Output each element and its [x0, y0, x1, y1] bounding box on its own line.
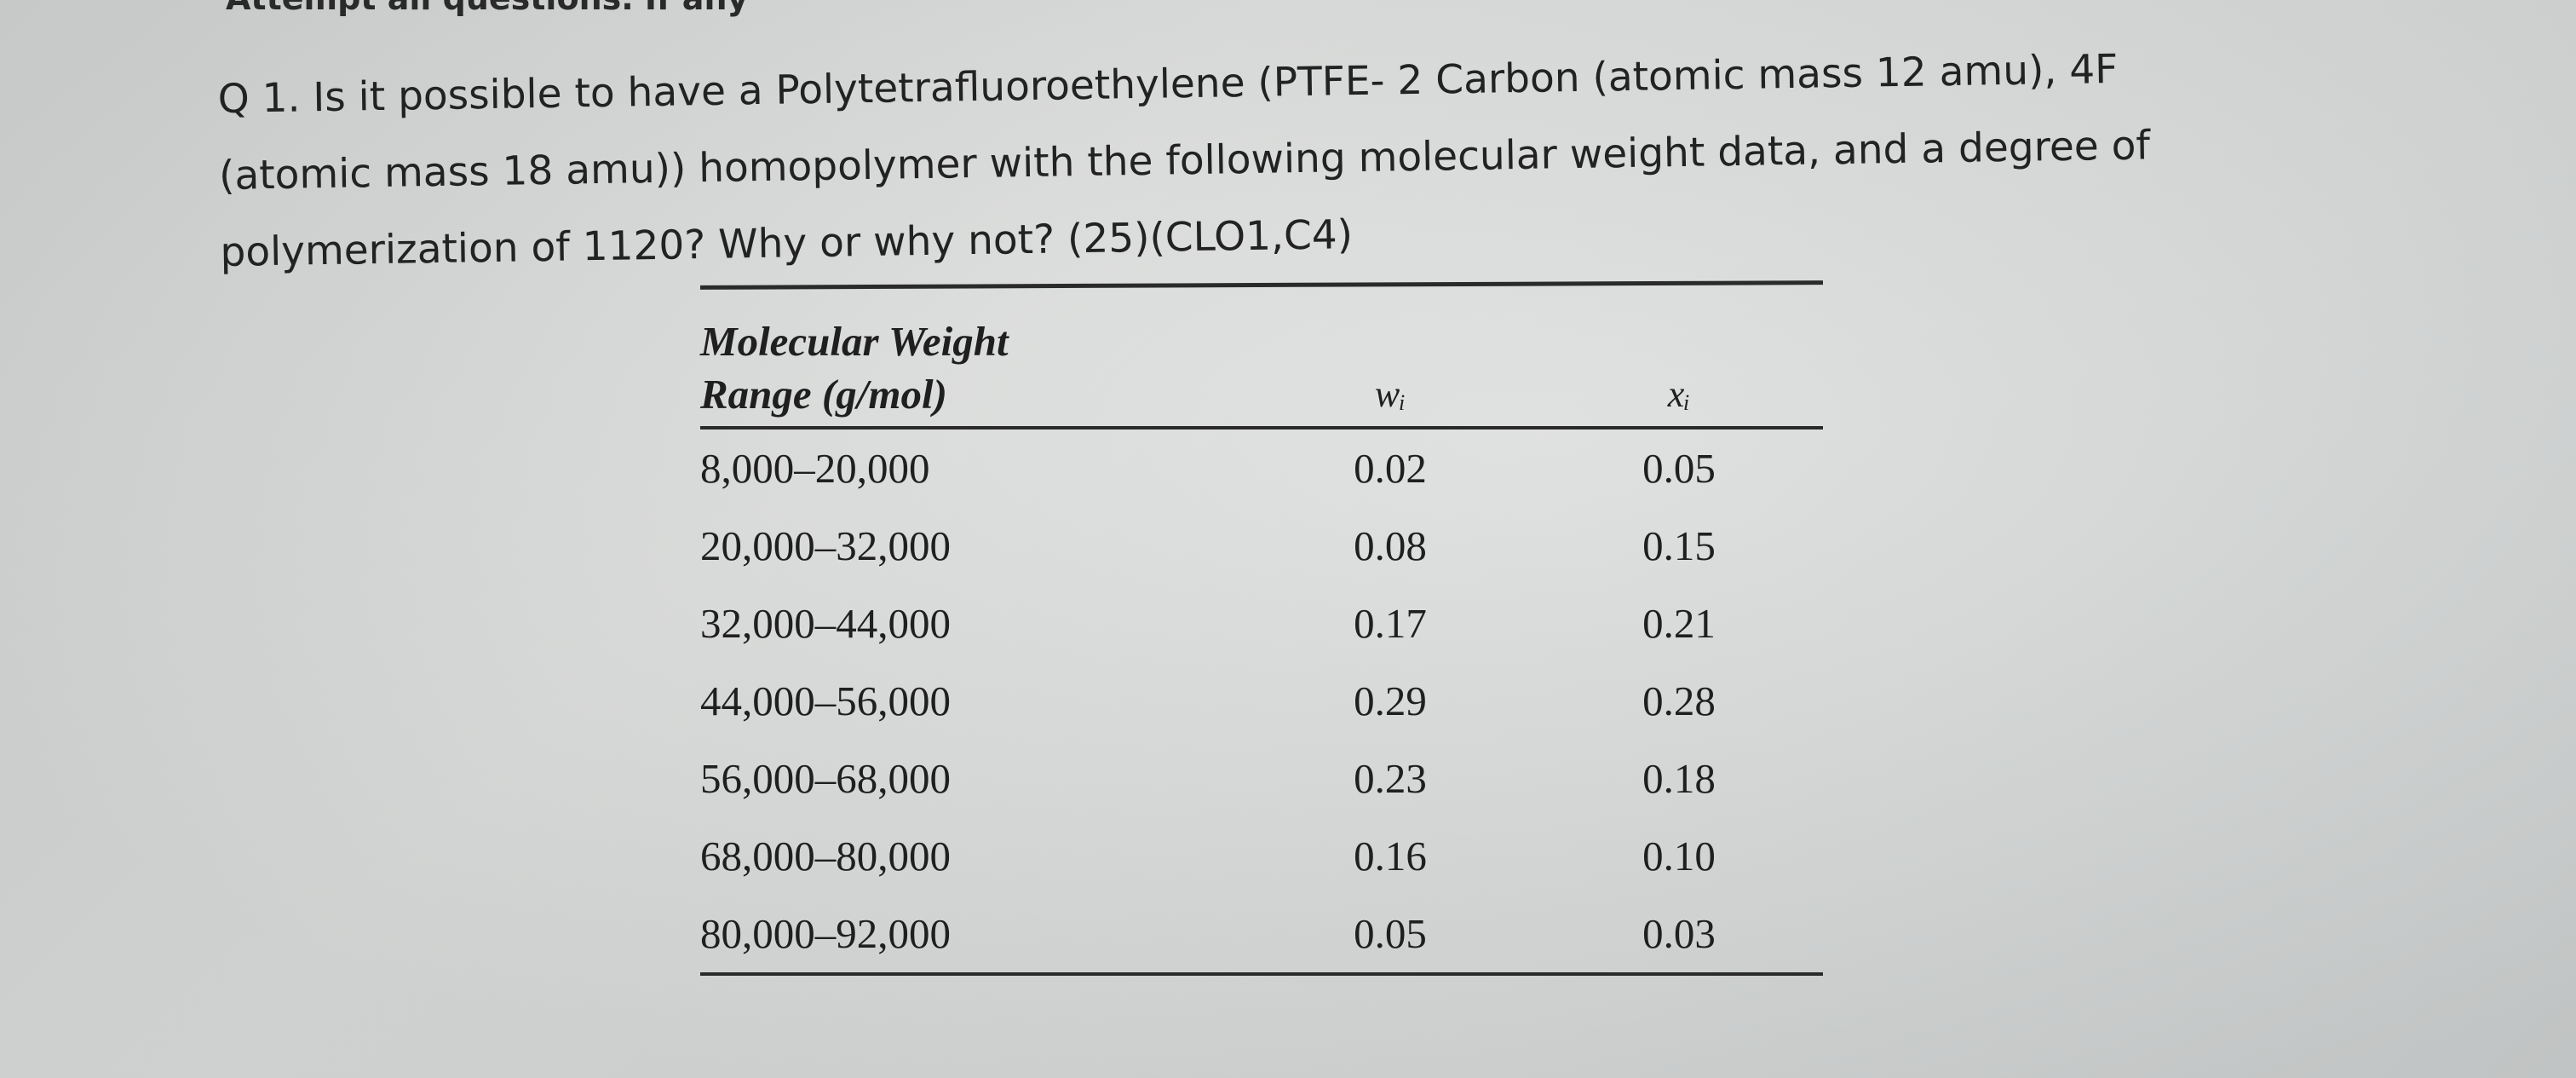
molecular-weight-table: Molecular Weight Range (g/mol) wᵢ xᵢ 8,0…	[700, 315, 1823, 976]
table-header-row: Molecular Weight Range (g/mol) wᵢ xᵢ	[700, 315, 1823, 429]
header-range-line-1: Molecular Weight	[700, 318, 1009, 365]
cell-xi: 0.10	[1642, 833, 1716, 879]
header-wi: wᵢ	[1245, 315, 1535, 429]
cell-range: 20,000–32,000	[700, 522, 951, 569]
cell-wi: 0.05	[1245, 895, 1535, 976]
cell-wi: 0.23	[1354, 755, 1427, 802]
table-row: 56,000–68,000 0.23 0.18	[700, 740, 1823, 817]
cell-xi: 0.28	[1642, 677, 1716, 724]
cell-range: 56,000–68,000	[700, 755, 951, 802]
table-top-rule	[699, 280, 1824, 290]
cell-xi: 0.18	[1642, 755, 1716, 802]
cell-range: 44,000–56,000	[700, 677, 951, 724]
table-row: 32,000–44,000 0.17 0.21	[700, 585, 1823, 662]
header-range: Molecular Weight Range (g/mol)	[700, 315, 1245, 429]
cell-xi: 0.03	[1535, 895, 1823, 976]
cell-xi: 0.05	[1642, 445, 1716, 492]
cell-wi: 0.08	[1354, 522, 1427, 569]
cell-range: 80,000–92,000	[700, 895, 1245, 976]
header-xi: xᵢ	[1535, 315, 1823, 429]
cell-wi: 0.02	[1354, 445, 1427, 492]
cell-wi: 0.16	[1354, 833, 1427, 879]
cell-xi: 0.21	[1642, 600, 1716, 647]
table-row: 8,000–20,000 0.02 0.05	[700, 428, 1823, 507]
instructions-header: Attempt all questions. If any	[226, 0, 748, 17]
cell-xi: 0.15	[1642, 522, 1716, 569]
cell-range: 32,000–44,000	[700, 600, 951, 647]
cell-wi: 0.29	[1354, 677, 1427, 724]
header-range-line-2: Range (g/mol)	[700, 371, 947, 418]
table-row: 20,000–32,000 0.08 0.15	[700, 507, 1823, 585]
table-row: 68,000–80,000 0.16 0.10	[700, 817, 1823, 895]
table-row: 44,000–56,000 0.29 0.28	[700, 662, 1823, 740]
question-text: Q 1. Is it possible to have a Polytetraf…	[217, 26, 2470, 291]
cell-wi: 0.17	[1354, 600, 1427, 647]
cell-range: 8,000–20,000	[700, 445, 930, 492]
cell-range: 68,000–80,000	[700, 833, 951, 879]
table-row: 80,000–92,000 0.05 0.03	[700, 895, 1823, 976]
